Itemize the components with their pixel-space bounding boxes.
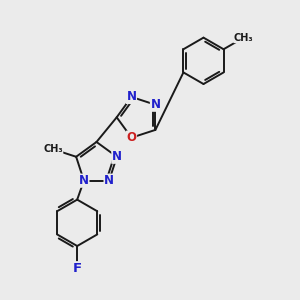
Text: N: N [112,150,122,163]
Text: N: N [104,174,114,187]
Text: N: N [127,91,136,103]
Text: F: F [73,262,82,275]
Text: CH₃: CH₃ [43,144,63,154]
Text: N: N [150,98,161,111]
Text: N: N [79,174,89,187]
Text: CH₃: CH₃ [234,33,254,43]
Text: O: O [127,131,136,144]
